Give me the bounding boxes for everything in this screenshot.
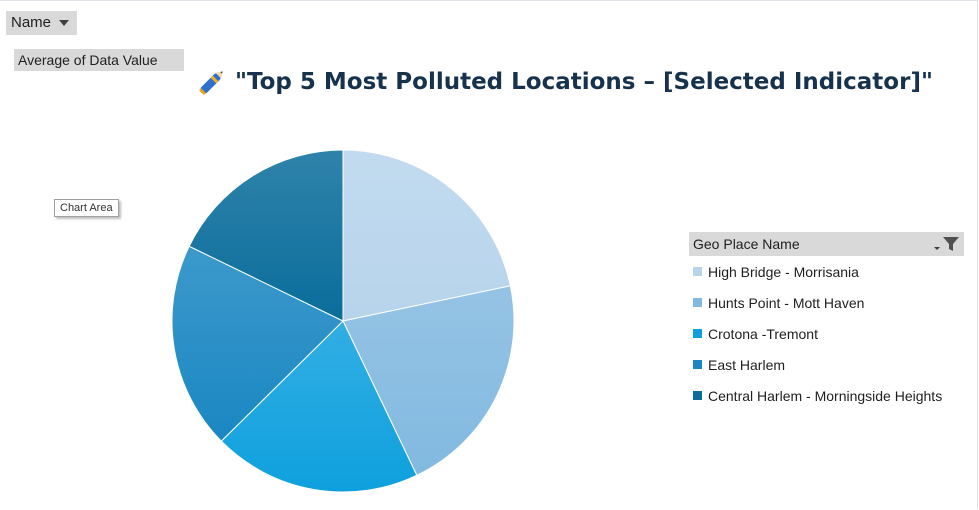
legend-swatch — [693, 298, 702, 307]
legend-field-button[interactable]: Geo Place Name — [689, 232, 964, 256]
legend-label: Hunts Point - Mott Haven — [708, 294, 865, 311]
legend-label: High Bridge - Morrisania — [708, 263, 859, 280]
legend-item[interactable]: High Bridge - Morrisania — [689, 256, 964, 287]
pie-slice-5[interactable] — [188, 149, 344, 322]
legend-swatch — [693, 360, 702, 369]
name-filter-label: Name — [11, 14, 52, 31]
legend-item[interactable]: Crotona -Tremont — [689, 318, 964, 349]
legend-item[interactable]: Hunts Point - Mott Haven — [689, 287, 964, 318]
legend-swatch — [693, 329, 702, 338]
pie-slice-2[interactable] — [342, 285, 515, 476]
legend-label: East Harlem — [708, 356, 786, 373]
legend-item[interactable]: Central Harlem - Morningside Heights — [689, 380, 964, 411]
filter-icon[interactable] — [934, 236, 960, 252]
legend-field-label: Geo Place Name — [693, 236, 800, 252]
legend-swatch — [693, 391, 702, 400]
values-field-label: Average of Data Value — [18, 52, 158, 68]
values-field-button[interactable]: Average of Data Value — [14, 49, 184, 71]
chart-title[interactable]: "Top 5 Most Polluted Locations – [Select… — [195, 64, 933, 100]
legend-swatch — [693, 267, 702, 276]
chart-title-text: "Top 5 Most Polluted Locations – [Select… — [235, 69, 933, 95]
pie-slice-4[interactable] — [171, 245, 344, 442]
legend-item[interactable]: East Harlem — [689, 349, 964, 380]
chart-area-tooltip: Chart Area — [54, 199, 119, 217]
pie-slice-1[interactable] — [342, 149, 511, 322]
legend: Geo Place Name High Bridge - Morrisania H… — [689, 232, 964, 411]
legend-label: Central Harlem - Morningside Heights — [708, 387, 943, 404]
pen-icon — [199, 71, 223, 95]
legend-label: Crotona -Tremont — [708, 325, 818, 342]
chevron-down-icon[interactable] — [59, 20, 69, 26]
pie-slice-3[interactable] — [220, 320, 418, 493]
name-filter-button[interactable]: Name — [6, 11, 77, 35]
